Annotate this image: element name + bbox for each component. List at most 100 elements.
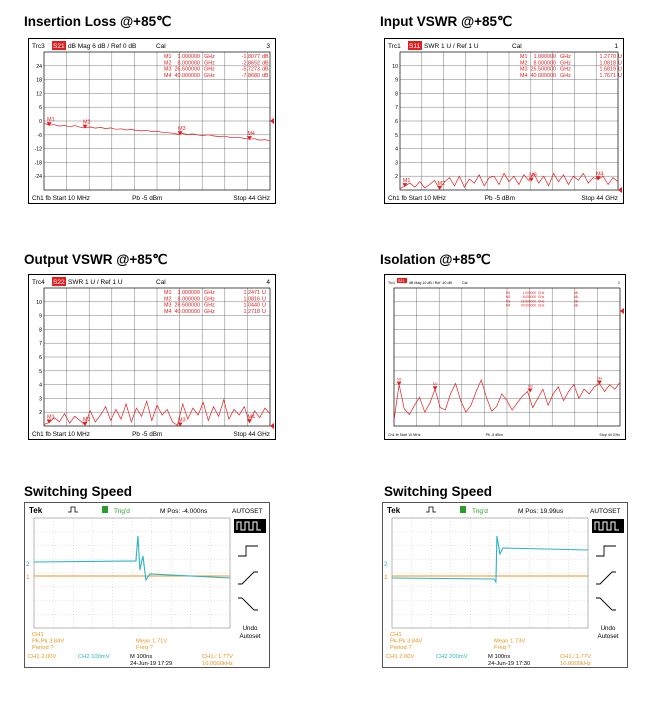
marker-readout-freq: 26.500000: [175, 67, 200, 73]
marker-readout-freq: 40.000000: [531, 73, 556, 79]
marker-m1: [46, 419, 52, 424]
m-pos: M Pos: 19.99us: [518, 508, 564, 515]
footer-power: Pb -5 dBm: [486, 433, 503, 437]
menu-autoset: Autoset: [598, 633, 619, 640]
footer-power: Pb -5 dBm: [485, 195, 515, 202]
marker-readout-name: M3: [164, 303, 172, 309]
marker-m2: [432, 386, 438, 391]
marker-m4: [595, 176, 601, 181]
trig-status: Trig'd: [472, 508, 488, 515]
param-badge: [52, 41, 66, 50]
marker-readout-vunit: U: [618, 67, 622, 73]
trigger-level: CH1 ⁄ 1.77V: [560, 654, 591, 660]
marker-m3: [527, 388, 533, 393]
trigger-frequency: 10.0000kHz: [560, 661, 591, 667]
marker-m1: [402, 183, 408, 188]
marker-readout-freq: 26.500000: [521, 299, 536, 303]
scope-panel-2: Tek Trig'd M Pos: 19.99us AUTOSET 2 1 Undo Auto…: [382, 502, 628, 668]
trace-label: Trc1: [388, 43, 401, 50]
marker-readout-vunit: U: [618, 60, 622, 66]
marker-label: M4: [597, 376, 602, 380]
marker-readout-unit: GHz: [204, 296, 215, 302]
format-label: SWR 1 U / Ref 1 U: [424, 43, 479, 50]
y-tick-label: 2: [395, 174, 398, 180]
squarewave-icon: [236, 521, 261, 531]
y-tick-label: 24: [36, 64, 42, 70]
marker-readout-name: M1: [164, 290, 172, 296]
trigger-level: CH1 ⁄ 1.77V: [202, 654, 233, 660]
plot-area: [43, 287, 271, 427]
param-badge: [52, 277, 66, 286]
marker-label: M3: [178, 417, 186, 423]
ch1-marker: 1: [26, 574, 30, 581]
marker-label: M1: [47, 415, 55, 421]
trig-status: Trig'd: [114, 508, 130, 515]
trace-number: 4: [266, 279, 270, 286]
marker-readout-vunit: U: [618, 54, 622, 60]
marker-readout-freq: 8.000000: [534, 60, 556, 66]
ch1-measurement: Period ?: [390, 645, 412, 651]
marker-readout-value: 1.7671: [600, 73, 617, 79]
y-tick-label: 7: [39, 341, 42, 347]
marker-m4: [246, 419, 252, 424]
marker-m4: [596, 380, 602, 385]
trig-icon: [460, 506, 466, 513]
footer-start: Ch1 fb Start 10 MHz: [32, 431, 90, 438]
marker-readout-name: M4: [164, 73, 172, 79]
ch1-scale: CH1 2.00V: [386, 654, 414, 660]
marker-readout-name: M2: [164, 60, 172, 66]
marker-readout-unit: GHz: [560, 60, 571, 66]
marker-readout-name: M4: [506, 304, 511, 308]
marker-readout-unit: GHz: [204, 54, 215, 60]
ch1-measurement: CH1: [390, 632, 402, 638]
marker-readout-value: 1.6819: [600, 67, 617, 73]
marker-m2: [82, 421, 88, 426]
marker-readout-name: M1: [520, 54, 528, 60]
y-tick-label: 5: [395, 133, 398, 139]
pulse-menu-icon: [238, 545, 258, 557]
marker-readout-name: M2: [164, 296, 172, 302]
ch1-marker: 1: [384, 574, 388, 581]
timestamp: 24-Jun-19 17:30: [488, 661, 530, 667]
y-tick-label: 4: [395, 147, 398, 153]
ref-arrow: [270, 118, 274, 124]
trace-number: 1: [614, 43, 618, 50]
cal-label: Cal: [156, 43, 166, 50]
measurement-readout: Mean 1.71V: [136, 639, 167, 645]
marker-readout-value: -1.8077: [242, 54, 260, 60]
scope-brand: Tek: [387, 506, 401, 515]
marker-m2: [437, 185, 443, 190]
y-tick-label: 10: [392, 64, 398, 70]
trace-line: [43, 122, 271, 142]
y-tick-label: -24: [35, 174, 43, 180]
marker-readout-vunit: dB: [262, 54, 269, 60]
marker-label: M3: [529, 173, 537, 179]
marker-readout-name: M3: [506, 299, 511, 303]
pulse-menu-icon: [596, 545, 616, 557]
marker-readout-value: 1.2471: [244, 290, 261, 296]
trace-line: [393, 378, 621, 421]
ch2-scale: CH2 200mV: [436, 654, 468, 660]
marker-m1: [396, 381, 402, 386]
marker-readout-freq: 26.500000: [531, 67, 556, 73]
scope-frame: [382, 502, 628, 668]
vna-svg: Trc3 S21 dB Mag 6 dB / Ref 0 dB Cal 3 24 18 12 6…: [28, 38, 276, 204]
marker-readout-unit: GHz: [538, 299, 545, 303]
scope-grid: [392, 518, 588, 628]
menu-undo: Undo: [601, 625, 616, 632]
cal-label: Cal: [462, 281, 468, 285]
y-tick-label: 3: [39, 396, 42, 402]
marker-readout-unit: GHz: [538, 295, 545, 299]
marker-readout-name: M4: [164, 309, 172, 315]
ref-arrow: [270, 423, 274, 429]
vna-svg: Trc1 S21 dB Mag 10 dB / Ref -40 dB Cal 2 M1 M1…: [384, 274, 626, 440]
marker-readout-unit: GHz: [538, 304, 545, 308]
format-label: SWR 1 U / Ref 1 U: [68, 279, 123, 286]
y-tick-label: 8: [39, 327, 42, 333]
marker-readout-freq: 8.000000: [178, 296, 200, 302]
marker-readout-vunit: U: [262, 296, 266, 302]
y-tick-label: -6: [37, 133, 42, 139]
marker-label: M4: [247, 131, 255, 137]
scope-frame: [24, 502, 270, 668]
marker-readout-freq: 40.000000: [175, 309, 200, 315]
